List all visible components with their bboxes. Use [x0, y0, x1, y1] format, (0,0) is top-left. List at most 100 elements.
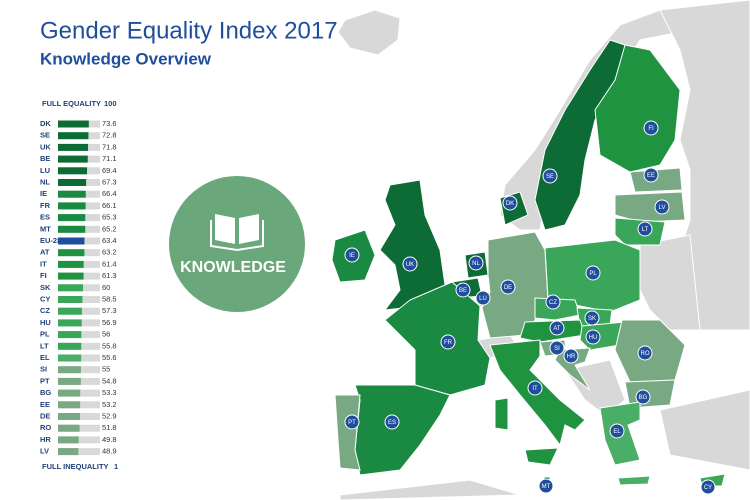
map-label: PL [589, 271, 597, 277]
map-label: SK [588, 316, 596, 322]
bar-value: 63.4 [102, 236, 117, 245]
map-label: EE [647, 173, 655, 179]
map-labels: FI SE EE LV DK LT IE UK NL PL DE BE LU CZ SK AT FR HU SI HR… [344, 120, 716, 495]
map-label: SE [546, 174, 554, 180]
bar [58, 132, 89, 140]
map-label: IT [532, 386, 538, 392]
bar-value: 56 [102, 330, 110, 339]
map-label: PT [348, 420, 356, 426]
bar-value: 48.9 [102, 447, 117, 456]
country-code: IT [40, 259, 47, 268]
map-label: IE [349, 253, 355, 259]
map-marker [402, 256, 418, 272]
bar [58, 143, 89, 151]
map-label: RO [641, 351, 650, 357]
turkey [659, 389, 750, 471]
country-code: BG [40, 388, 51, 397]
map-label: CZ [549, 300, 557, 306]
bar [58, 249, 85, 257]
bar-value: 51.8 [102, 423, 117, 432]
bar [58, 260, 84, 268]
country-code: BE [40, 154, 50, 163]
map-label: EL [613, 429, 621, 435]
map-marker [545, 294, 561, 310]
map-label: LU [479, 296, 487, 302]
bar [58, 424, 80, 432]
map-label: BE [459, 288, 467, 294]
map-marker [609, 423, 625, 439]
bar [58, 120, 89, 128]
country-code: LU [40, 166, 50, 175]
latvia [614, 191, 686, 223]
ranking: DK 73.6 SE 72.8 UK 71.8 BE 71.1 LU 69.4 NL 67.3 IE 66… [40, 119, 117, 456]
france [384, 281, 491, 396]
map-label: BG [639, 395, 648, 401]
country-code: IE [40, 189, 47, 198]
country-code: SK [40, 283, 51, 292]
country-code: LT [40, 341, 49, 350]
map-label: HR [567, 354, 576, 360]
iceland [337, 9, 401, 56]
bar-value: 61.3 [102, 271, 117, 280]
bar [58, 202, 86, 210]
badge: KNOWLEDGE [169, 176, 305, 312]
bar [58, 296, 83, 303]
sicily [524, 447, 559, 466]
bar-value: 55.8 [102, 341, 117, 350]
map-marker [643, 120, 659, 136]
bar-value: 54.8 [102, 376, 117, 385]
bar-value: 53.2 [102, 400, 117, 409]
map-label: DK [506, 201, 514, 207]
bar [58, 284, 84, 292]
map-marker [384, 414, 400, 430]
map-marker [344, 247, 360, 263]
bar [58, 354, 82, 362]
map-label: LT [642, 227, 649, 233]
country-code: MT [40, 224, 51, 233]
map-marker [584, 310, 600, 326]
bar [58, 167, 88, 175]
bar-value: 49.8 [102, 435, 117, 444]
country-code: ES [40, 213, 50, 222]
map-label: CY [704, 485, 712, 491]
bar-value: 72.8 [102, 131, 117, 140]
scale-top-value: 100 [104, 99, 117, 108]
bar [58, 389, 81, 397]
map-marker [344, 414, 360, 430]
map-label: DE [504, 285, 512, 291]
country-code: LV [40, 447, 49, 456]
bar-track [58, 436, 100, 444]
map-label: UK [406, 262, 414, 268]
map-marker [635, 389, 651, 405]
crete [617, 475, 651, 486]
map [331, 0, 750, 500]
map-marker [542, 168, 558, 184]
bar [58, 342, 82, 350]
uk [379, 179, 446, 311]
country-code: AT [40, 248, 50, 257]
bar [58, 179, 87, 186]
bar [58, 319, 82, 327]
portugal [334, 394, 361, 471]
bar-value: 63.2 [102, 248, 117, 257]
bar [58, 214, 86, 222]
bar-value: 69.4 [102, 166, 117, 175]
country-code: UK [40, 142, 51, 151]
map-label: MT [542, 484, 551, 490]
map-marker [500, 279, 516, 295]
bar [58, 272, 84, 280]
map-label: AT [553, 326, 561, 332]
bar [58, 401, 81, 409]
map-marker [549, 320, 565, 336]
north-africa [339, 479, 521, 500]
bar [58, 448, 79, 456]
bar [58, 436, 79, 444]
bar-value: 71.1 [102, 154, 117, 163]
country-code: FI [40, 271, 47, 280]
bar-value: 58.5 [102, 294, 117, 303]
country-code: CZ [40, 306, 50, 315]
bar-value: 57.3 [102, 306, 117, 315]
country-code: EU-28 [40, 236, 61, 245]
bar-value: 66.1 [102, 201, 117, 210]
